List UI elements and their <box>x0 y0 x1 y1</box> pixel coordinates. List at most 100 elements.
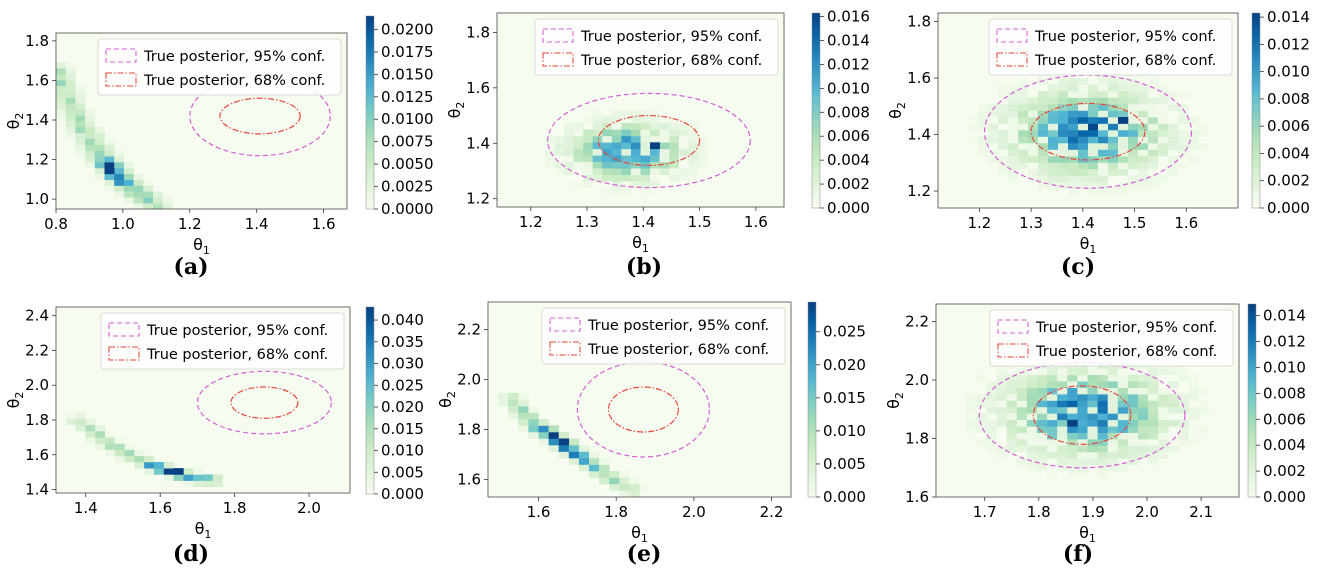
colorbar-tick-label: 0.010 <box>1263 358 1306 376</box>
legend-box <box>989 309 1234 367</box>
heatmap-cell <box>1028 130 1039 137</box>
heatmap-cell <box>1098 130 1109 137</box>
heatmap-cell <box>978 117 989 124</box>
heatmap-cell <box>1078 117 1089 124</box>
heatmap-cell <box>554 142 565 150</box>
heatmap-cell <box>1148 445 1159 453</box>
heatmap-cell <box>1138 149 1149 157</box>
heatmap-cell <box>1068 143 1079 150</box>
y-tick-label: 1.8 <box>466 23 490 41</box>
heatmap-cell <box>544 135 555 143</box>
heatmap-cell <box>602 161 613 169</box>
heatmap-cell <box>1078 143 1089 150</box>
heatmap-cell <box>1068 175 1079 183</box>
heatmap-cell <box>104 144 115 151</box>
colorbar-tick-label: 0.012 <box>827 55 870 73</box>
heatmap-cell <box>1068 104 1079 111</box>
legend: True posterior, 95% conf. True posterior,… <box>534 18 779 76</box>
heatmap-cell <box>1128 117 1139 124</box>
heatmap-cell <box>1016 439 1028 446</box>
heatmap-cell <box>75 424 86 432</box>
heatmap-cell <box>986 400 997 408</box>
heatmap-cell <box>630 129 641 137</box>
heatmap-cell <box>105 437 116 444</box>
axes-frame <box>55 306 351 494</box>
heatmap-cell <box>65 121 76 128</box>
heatmap-cell <box>1078 123 1089 131</box>
heatmap-cell <box>669 116 680 124</box>
heatmap-cell <box>1148 175 1159 183</box>
legend-swatch-conf68 <box>997 343 1029 358</box>
heatmap-cell <box>1008 123 1019 131</box>
heatmap-cell <box>94 167 105 175</box>
heatmap-cell <box>1138 394 1149 401</box>
heatmap-cell <box>1018 117 1029 124</box>
heatmap-cell <box>1058 117 1069 124</box>
heatmap-cell <box>669 148 680 156</box>
heatmap-cell <box>669 168 680 175</box>
heatmap-cell <box>1138 406 1149 414</box>
heatmap-cell <box>1098 175 1109 183</box>
heatmap-cell <box>1058 110 1069 118</box>
heatmap-cell <box>1128 84 1139 92</box>
heatmap-cell <box>85 150 96 157</box>
conf95-ellipse <box>547 92 751 189</box>
x-axis-label: θ1 <box>632 233 649 255</box>
axes-frame <box>937 12 1239 209</box>
heatmap-cell <box>75 138 86 145</box>
heatmap-cell <box>1148 413 1159 421</box>
heatmap-cell <box>1068 162 1079 170</box>
heatmap-cell <box>1117 394 1129 401</box>
heatmap-cell <box>1088 136 1099 144</box>
heatmap-cell <box>1158 439 1169 446</box>
y-axis-label: θ2 <box>886 102 908 119</box>
heatmap-cell <box>1127 445 1139 453</box>
heatmap-cell <box>124 443 135 450</box>
heatmap-cell <box>998 143 1009 150</box>
heatmap-cell <box>1148 162 1159 170</box>
legend-swatch-conf68 <box>542 52 574 67</box>
heatmap-cell <box>1037 464 1048 472</box>
colorbar-tick-label: 0.008 <box>1267 90 1310 108</box>
colorbar-tick-label: 0.006 <box>827 127 870 145</box>
heatmap-cell <box>203 474 214 481</box>
heatmap-cell <box>589 458 600 465</box>
heatmap-cell <box>1078 91 1089 98</box>
x-tick-label: 1.4 <box>245 215 269 233</box>
heatmap-cell <box>75 97 86 104</box>
heatmap-cell <box>976 413 987 421</box>
heatmap-cell <box>1047 374 1058 382</box>
heatmap-cell <box>1047 445 1058 453</box>
legend-swatch-conf95 <box>105 48 137 63</box>
heatmap-cell <box>95 437 106 444</box>
heatmap-cell <box>1168 406 1179 414</box>
heatmap-cell <box>978 136 989 144</box>
heatmap-cell <box>1028 143 1039 150</box>
heatmap-cell <box>1077 381 1088 388</box>
y-tick-label: 1.4 <box>466 134 490 152</box>
heatmap-cell <box>94 156 105 163</box>
heatmap-cell <box>1087 458 1098 466</box>
heatmap-cell <box>498 393 509 400</box>
heatmap-cell <box>85 138 96 145</box>
colorbar-tick-label: 0.025 <box>381 376 424 394</box>
heatmap-cell <box>978 143 989 150</box>
heatmap-cell <box>95 424 106 432</box>
x-tick-label: 1.6 <box>1174 214 1198 232</box>
heatmap-cell <box>1198 400 1209 408</box>
legend-swatch-conf95 <box>996 28 1028 43</box>
heatmap-cell <box>659 168 670 175</box>
heatmap-cell <box>1077 400 1088 408</box>
heatmap-cell <box>592 122 603 130</box>
heatmap-cell <box>1158 400 1169 408</box>
heatmap-cell <box>1087 374 1098 382</box>
heatmap-cell <box>589 451 600 459</box>
y-tick-label: 1.4 <box>907 126 931 144</box>
heatmap-cell <box>609 471 620 478</box>
heatmap-cell <box>630 181 641 188</box>
heatmap-cell <box>1008 156 1019 163</box>
heatmap-cell <box>1038 162 1049 170</box>
heatmap-cell <box>1148 451 1159 459</box>
heatmap-cell <box>1087 406 1098 414</box>
x-tick-label: 2.1 <box>1189 503 1213 521</box>
